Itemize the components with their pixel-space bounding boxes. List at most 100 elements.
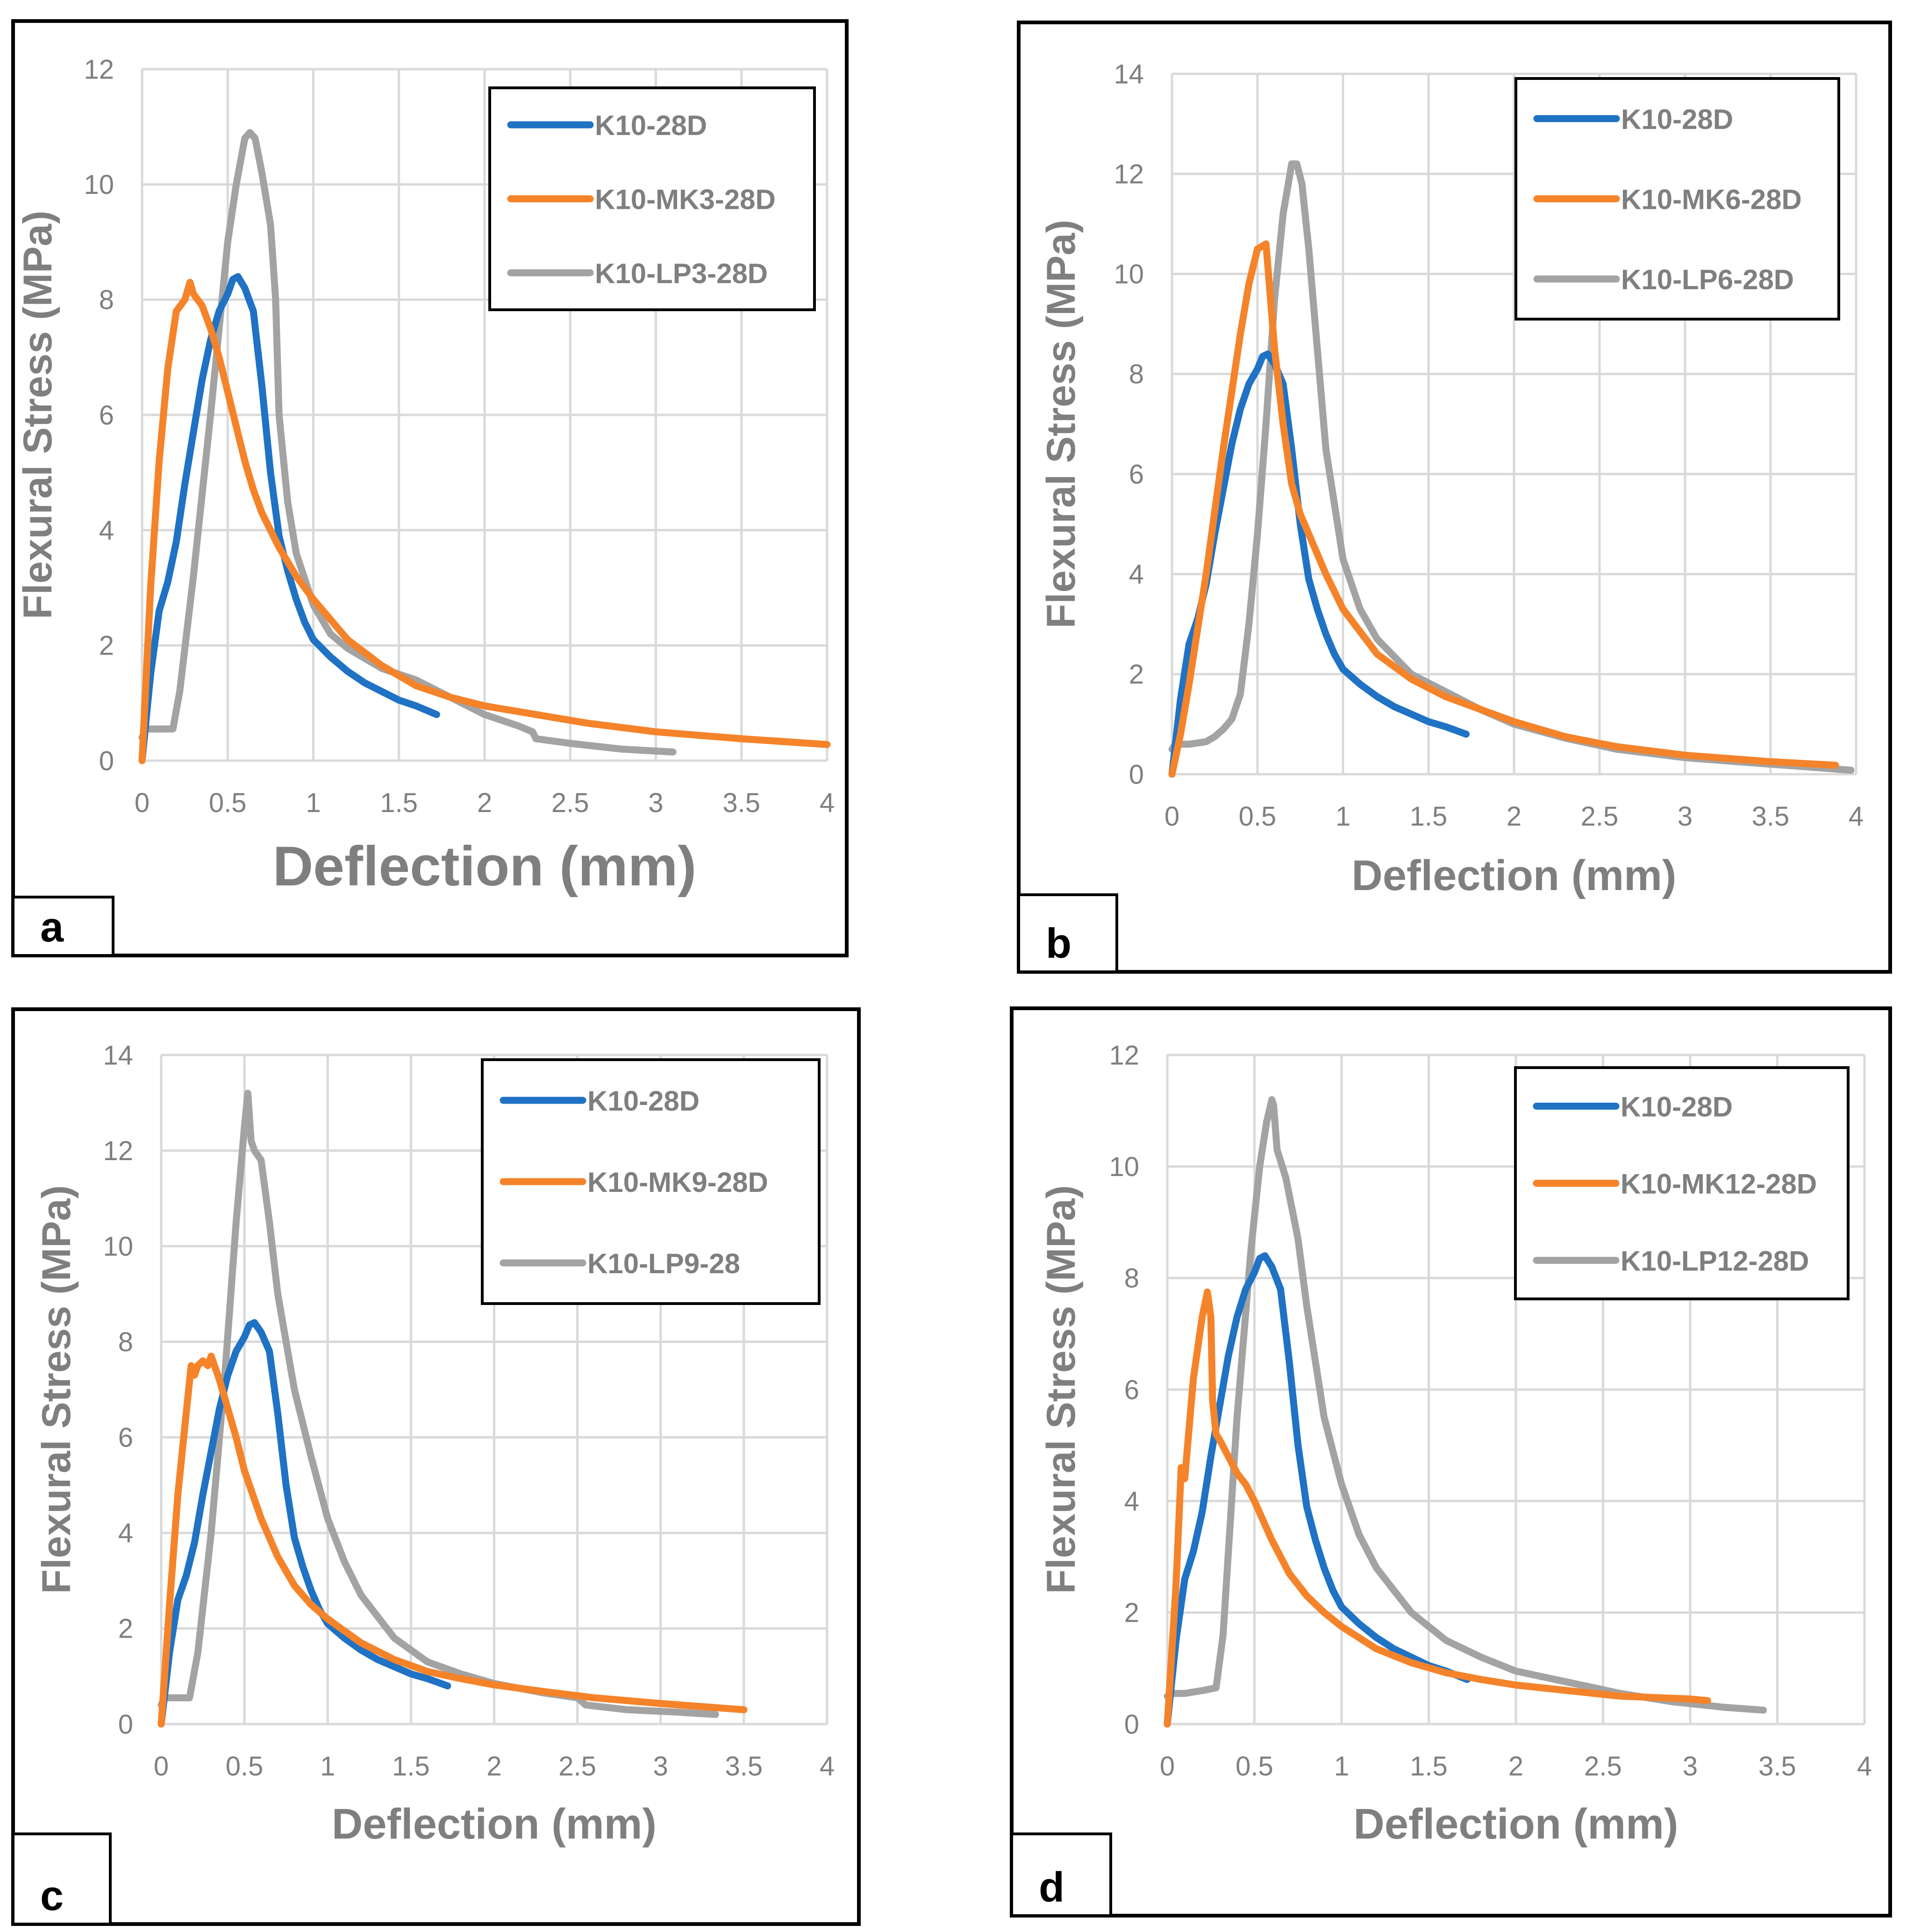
x-tick-label: 2 [477, 788, 492, 818]
y-tick-label: 10 [1109, 1152, 1139, 1182]
series-line-K10-28D [157, 1319, 451, 1728]
y-tick-label: 2 [99, 631, 114, 661]
y-tick-label: 4 [1129, 559, 1144, 590]
panel-label: c [40, 1873, 64, 1919]
x-tick-label: 2 [486, 1751, 501, 1782]
x-tick-label: 3 [1678, 801, 1693, 832]
series-line-K10-LP12-28D [1164, 1096, 1767, 1714]
chart-panel-a: 0 2 4 6 8 10 12 0 0.5 1 1.5 2 2.5 3 3.5 4 Deflection (mm… [11, 19, 849, 957]
legend-label: K10-28D [587, 1085, 700, 1117]
series-line-K10-28D [138, 273, 440, 764]
y-tick-label: 12 [103, 1136, 133, 1166]
x-tick-label: 3 [1683, 1751, 1698, 1782]
y-tick-label: 12 [84, 54, 114, 85]
x-tick-label: 1 [306, 788, 321, 818]
y-tick-label: 12 [1109, 1040, 1139, 1070]
y-tick-label: 6 [99, 400, 114, 430]
legend-label: K10-28D [595, 110, 707, 141]
x-tick-label: 1.5 [1410, 1751, 1448, 1782]
legend-label: K10-LP3-28D [595, 258, 768, 289]
x-tick-label: 4 [820, 1751, 835, 1782]
legend-label: K10-MK6-28D [1621, 184, 1802, 215]
x-tick-label: 0.5 [1236, 1751, 1273, 1782]
y-tick-label: 0 [1129, 759, 1144, 790]
x-tick-label: 2.5 [551, 788, 589, 818]
y-tick-label: 8 [1129, 359, 1144, 390]
y-tick-label: 10 [103, 1231, 133, 1262]
y-axis-title: Flexural Stress (MPa) [1039, 220, 1084, 628]
y-tick-label: 8 [99, 285, 114, 315]
chart-panel-c: 0 2 4 6 8 10 12 14 0 0.5 1 1.5 2 2.5 3 3.5 4 Deflection (… [11, 1007, 861, 1926]
legend-label: K10-28D [1621, 1091, 1733, 1123]
x-tick-label: 3.5 [1752, 801, 1790, 832]
legend-label: K10-LP12-28D [1621, 1246, 1809, 1277]
x-tick-label: 1.5 [1410, 801, 1448, 832]
x-tick-label: 0.5 [226, 1751, 264, 1782]
legend: K10-28D K10-MK9-28D K10-LP9-28 [481, 1058, 821, 1305]
x-axis-title: Deflection (mm) [332, 1800, 657, 1848]
x-axis-title: Deflection (mm) [1353, 1800, 1678, 1848]
series-line-K10-28D [1164, 1252, 1471, 1728]
y-tick-label: 10 [84, 170, 114, 200]
y-tick-label: 6 [1129, 459, 1144, 490]
x-tick-label: 4 [1857, 1751, 1872, 1782]
y-tick-label: 0 [1124, 1709, 1139, 1740]
panel-label: d [1039, 1864, 1064, 1911]
panel-label: a [40, 904, 64, 951]
y-tick-label: 14 [1114, 59, 1144, 89]
y-tick-label: 14 [103, 1040, 133, 1070]
series-line-K10-LP3-28D [138, 129, 677, 756]
series-line-K10-MK12-28D [1164, 1288, 1711, 1728]
y-tick-label: 8 [1124, 1263, 1139, 1294]
x-tick-label: 1.5 [380, 788, 418, 818]
x-tick-label: 1 [1334, 1751, 1349, 1782]
y-tick-label: 2 [1124, 1598, 1139, 1628]
chart-panel-d: 0 2 4 6 8 10 12 0 0.5 1 1.5 2 2.5 3 3.5 4 Deflection (mm… [1010, 1006, 1892, 1918]
x-tick-label: 0 [1164, 801, 1179, 832]
y-tick-label: 4 [99, 515, 114, 546]
y-tick-label: 2 [118, 1614, 133, 1644]
x-tick-label: 1 [1336, 801, 1350, 832]
y-tick-label: 2 [1129, 659, 1144, 690]
y-axis-title: Flexural Stress (MPa) [15, 211, 60, 620]
y-tick-label: 6 [1124, 1375, 1139, 1405]
panel-label-box [12, 1832, 112, 1925]
panel-label-box [1017, 893, 1118, 973]
y-axis-title: Flexural Stress (MPa) [1039, 1185, 1084, 1594]
x-tick-label: 3.5 [1758, 1751, 1796, 1782]
x-axis-title: Deflection (mm) [273, 835, 697, 898]
x-tick-label: 0 [154, 1751, 169, 1782]
legend-label: K10-MK9-28D [587, 1167, 768, 1198]
legend-label: K10-MK12-28D [1621, 1169, 1817, 1200]
x-tick-label: 1.5 [392, 1751, 430, 1782]
y-tick-label: 12 [1114, 159, 1144, 189]
x-tick-label: 2.5 [1584, 1751, 1622, 1782]
y-tick-label: 0 [99, 746, 114, 776]
x-tick-label: 3 [653, 1751, 668, 1782]
y-tick-label: 4 [118, 1518, 133, 1548]
panel-label-box [12, 896, 114, 957]
x-tick-label: 4 [1849, 801, 1864, 832]
y-axis-title: Flexural Stress (MPa) [34, 1185, 79, 1594]
legend-label: K10-28D [1621, 104, 1733, 135]
y-tick-label: 6 [118, 1423, 133, 1453]
panel-label: b [1046, 920, 1071, 967]
x-tick-label: 4 [820, 788, 835, 818]
y-tick-label: 10 [1114, 259, 1144, 290]
x-tick-label: 2 [1508, 1751, 1523, 1782]
x-tick-label: 1 [320, 1751, 335, 1782]
legend: K10-28D K10-MK3-28D K10-LP3-28D [488, 86, 816, 311]
series-line-K10-MK9-28D [157, 1352, 748, 1728]
x-tick-label: 0.5 [1239, 801, 1277, 832]
chart-panel-b: 0 2 4 6 8 10 12 14 0 0.5 1 1.5 2 2.5 3 3.5 4 Deflection (… [1017, 21, 1892, 974]
y-tick-label: 0 [118, 1709, 133, 1740]
x-tick-label: 3 [648, 788, 663, 818]
legend: K10-28D K10-MK12-28D K10-LP12-28D [1514, 1066, 1850, 1300]
legend-label: K10-LP6-28D [1621, 264, 1794, 295]
series-line-K10-MK3-28D [138, 278, 831, 764]
x-tick-label: 0.5 [209, 788, 247, 818]
x-tick-label: 2.5 [1581, 801, 1619, 832]
x-tick-label: 0 [1160, 1751, 1175, 1782]
legend-label: K10-MK3-28D [595, 184, 776, 215]
